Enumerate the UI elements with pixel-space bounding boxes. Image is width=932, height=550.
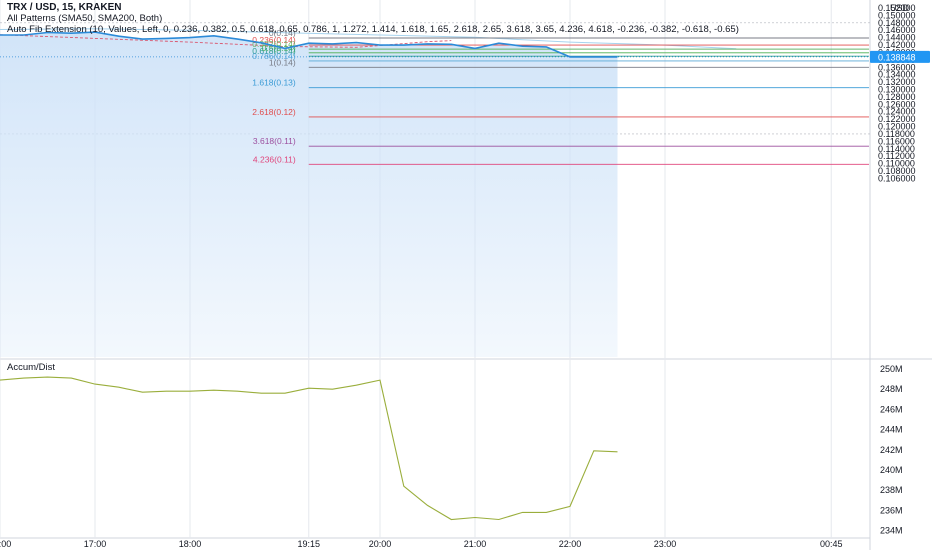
y-tick-label: 0.106000 [878, 173, 916, 183]
y-tick-label: 0.148000 [878, 18, 916, 28]
y-tick-label: 0.122000 [878, 114, 916, 124]
ad-y-tick-label: 240M [880, 465, 903, 475]
fib-level-label: 1.618(0.13) [252, 78, 296, 88]
accum-dist-label[interactable]: Accum/Dist [7, 362, 56, 373]
y-tick-label: 0.152000 [878, 3, 916, 13]
axis-unit-label: USD [890, 3, 910, 13]
fib-level-label: 0(0.14) [269, 28, 296, 38]
x-tick-label: 21:00 [464, 539, 487, 549]
y-tick-label: 0.116000 [878, 136, 915, 146]
fib-level-label: 0.5(0.14) [262, 43, 296, 53]
fib-level-label: 0.786(0.14) [252, 51, 296, 61]
sma50-line [0, 34, 452, 48]
y-tick-label: 0.136000 [878, 62, 916, 72]
x-tick-label: 00:45 [820, 539, 843, 549]
y-tick-label: 0.112000 [878, 151, 915, 161]
fib-level-label: 4.236(0.11) [253, 154, 296, 164]
y-tick-label: 0.110000 [878, 159, 915, 169]
y-tick-label: 0.132000 [878, 77, 916, 87]
y-tick-label: 0.114000 [878, 144, 915, 154]
x-tick-label: 17:00 [84, 539, 107, 549]
fib-level-label: 0.236(0.14) [252, 35, 296, 45]
indicator-all-patterns[interactable]: All Patterns (SMA50, SMA200, Both) [7, 13, 163, 24]
chart-title: TRX / USD, 15, KRAKEN [7, 2, 122, 13]
y-tick-label: 0.108000 [878, 166, 916, 176]
x-tick-label: 19:15 [297, 539, 320, 549]
indicator-auto-fib[interactable]: Auto Fib Extension (10, Values, Left, 0,… [7, 24, 739, 35]
y-tick-label: 0.146000 [878, 25, 916, 35]
fib-level-label: 2.618(0.12) [252, 107, 296, 117]
accum-dist-line [0, 376, 618, 521]
y-tick-label: 0.142000 [878, 40, 916, 50]
x-tick-label: 20:00 [369, 539, 392, 549]
ad-y-tick-label: 236M [880, 505, 903, 515]
y-tick-label: 0.126000 [878, 99, 916, 109]
y-tick-label: 0.144000 [878, 33, 916, 43]
current-price-tag [870, 50, 930, 63]
fib-level-label: 0.382(0.14) [252, 39, 296, 49]
fib-level-label: 3.618(0.11) [253, 136, 296, 146]
y-tick-label: 0.134000 [878, 70, 916, 80]
x-tick-label: 23:00 [654, 539, 677, 549]
ad-y-tick-label: 248M [880, 384, 903, 394]
fib-level-label: 0.618(0.14) [252, 46, 296, 56]
y-tick-label: 0.118000 [878, 129, 915, 139]
y-tick-label: 0.124000 [878, 107, 916, 117]
ad-y-tick-label: 250M [880, 364, 903, 374]
y-tick-label: 0.120000 [878, 122, 916, 132]
ad-y-tick-label: 246M [880, 404, 903, 414]
y-tick-label: 0.128000 [878, 92, 916, 102]
sma200-line [0, 28, 737, 50]
ad-y-tick-label: 244M [880, 425, 903, 435]
ad-y-tick-label: 234M [880, 526, 903, 536]
x-tick-label: 18:00 [179, 539, 202, 549]
ad-y-tick-label: 242M [880, 445, 903, 455]
ad-y-tick-label: 238M [880, 485, 903, 495]
price-line [0, 31, 618, 58]
y-tick-label: 0.150000 [878, 10, 916, 20]
x-tick-label: 16:00 [0, 539, 11, 549]
current-price-tag-label: 0.138848 [878, 52, 916, 62]
y-tick-label: 0.130000 [878, 85, 916, 95]
x-tick-label: 22:00 [559, 539, 582, 549]
fib-level-label: 1(0.14) [269, 57, 296, 67]
price-area [0, 32, 618, 357]
